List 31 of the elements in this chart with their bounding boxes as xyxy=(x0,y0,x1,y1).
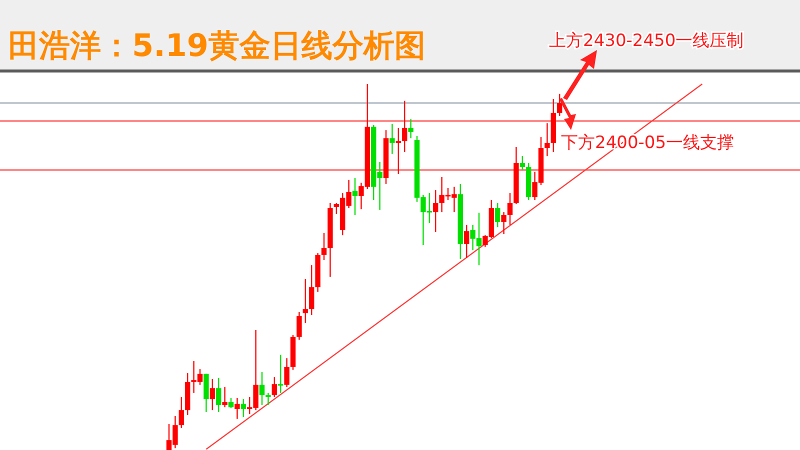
candlestick xyxy=(464,224,470,258)
candlestick xyxy=(278,354,284,394)
annotation: 上方2430-2450一线压制 xyxy=(549,31,744,51)
candlestick xyxy=(259,371,265,406)
candlestick xyxy=(210,378,215,411)
candlestick xyxy=(396,127,401,175)
candlestick xyxy=(284,358,290,388)
candlestick xyxy=(222,386,228,408)
candlestick xyxy=(266,392,271,406)
candlestick xyxy=(507,192,513,226)
candlestick xyxy=(408,118,414,139)
candlestick xyxy=(433,190,438,232)
candlestick xyxy=(495,202,500,228)
candlestick xyxy=(520,156,525,171)
candlestick xyxy=(321,232,327,261)
candlestick xyxy=(302,278,308,324)
candlestick xyxy=(216,377,222,413)
candlestick xyxy=(234,397,240,420)
candlestick xyxy=(296,311,302,340)
candlestick xyxy=(178,396,184,429)
candlestick xyxy=(309,264,314,316)
candlestick xyxy=(240,398,246,418)
candlestick xyxy=(544,122,550,157)
title: 田浩洋：5.19黄金日线分析图 xyxy=(8,28,426,64)
candlestick xyxy=(390,123,395,155)
candlestick xyxy=(352,177,358,216)
candlestick xyxy=(402,100,408,153)
candlestick xyxy=(501,212,506,235)
candlestick xyxy=(557,93,562,116)
candlestick xyxy=(228,397,234,409)
candlestick xyxy=(272,376,277,398)
